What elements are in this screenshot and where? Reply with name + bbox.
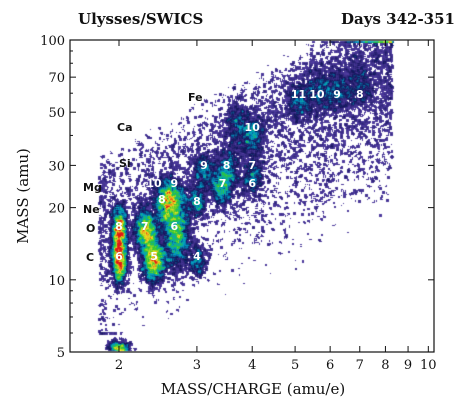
charge-label-c-4: 4 bbox=[193, 250, 201, 263]
element-label-si: Si bbox=[119, 157, 131, 170]
charge-label-fe-9: 9 bbox=[333, 88, 341, 101]
x-tick-label: 6 bbox=[326, 358, 334, 373]
charge-label-si-7: 7 bbox=[248, 159, 256, 172]
charge-label-si-9: 9 bbox=[200, 159, 208, 172]
charge-label-c-5: 5 bbox=[150, 250, 158, 263]
element-label-o: O bbox=[86, 222, 95, 235]
charge-label-fe-8: 8 bbox=[356, 88, 364, 101]
y-tick-label: 70 bbox=[48, 71, 65, 86]
element-label-fe: Fe bbox=[188, 91, 203, 104]
charge-label-c-6: 6 bbox=[115, 250, 123, 263]
charge-label-o-6: 6 bbox=[170, 220, 178, 233]
x-tick-label: 9 bbox=[404, 358, 412, 373]
charge-label-o-7: 7 bbox=[141, 220, 149, 233]
charge-label-fe-10: 10 bbox=[309, 88, 325, 101]
chart-title-left: Ulysses/SWICS bbox=[78, 10, 204, 28]
charge-label-mg-9: 9 bbox=[170, 177, 178, 190]
x-tick-label: 5 bbox=[291, 358, 299, 373]
y-tick-label: 50 bbox=[48, 106, 65, 121]
x-tick-label: 10 bbox=[420, 358, 437, 373]
charge-label-mg-7: 7 bbox=[219, 177, 227, 190]
charge-label-mg-6: 6 bbox=[248, 177, 256, 190]
charge-label-ne-8: 8 bbox=[158, 193, 166, 206]
x-tick-label: 2 bbox=[115, 358, 123, 373]
y-tick-label: 10 bbox=[48, 274, 65, 289]
y-tick-label: 30 bbox=[48, 159, 65, 174]
element-label-ne: Ne bbox=[83, 203, 100, 216]
x-axis-label: MASS/CHARGE (amu/e) bbox=[161, 380, 345, 398]
y-tick-label: 100 bbox=[40, 34, 65, 49]
charge-label-mg-10: 10 bbox=[146, 177, 162, 190]
x-tick-label: 4 bbox=[248, 358, 256, 373]
x-tick-label: 8 bbox=[381, 358, 389, 373]
charge-label-mg-8: 8 bbox=[193, 195, 201, 208]
charge-label-fe-11: 11 bbox=[291, 88, 306, 101]
x-tick-label: 3 bbox=[193, 358, 201, 373]
element-label-mg: Mg bbox=[83, 181, 102, 194]
x-tick-label: 7 bbox=[356, 358, 364, 373]
density-layer bbox=[70, 40, 434, 352]
density-image bbox=[70, 40, 434, 352]
element-label-ca: Ca bbox=[117, 121, 133, 134]
element-label-c: C bbox=[86, 251, 94, 264]
charge-label-si-8: 8 bbox=[223, 159, 231, 172]
y-tick-label: 20 bbox=[48, 202, 65, 217]
charge-label-o-8: 8 bbox=[115, 220, 123, 233]
charge-label-ca-10: 10 bbox=[245, 121, 261, 134]
y-tick-label: 5 bbox=[57, 346, 65, 361]
chart-title-right: Days 342-351 bbox=[341, 10, 455, 28]
y-axis-label: MASS (amu) bbox=[14, 148, 32, 244]
